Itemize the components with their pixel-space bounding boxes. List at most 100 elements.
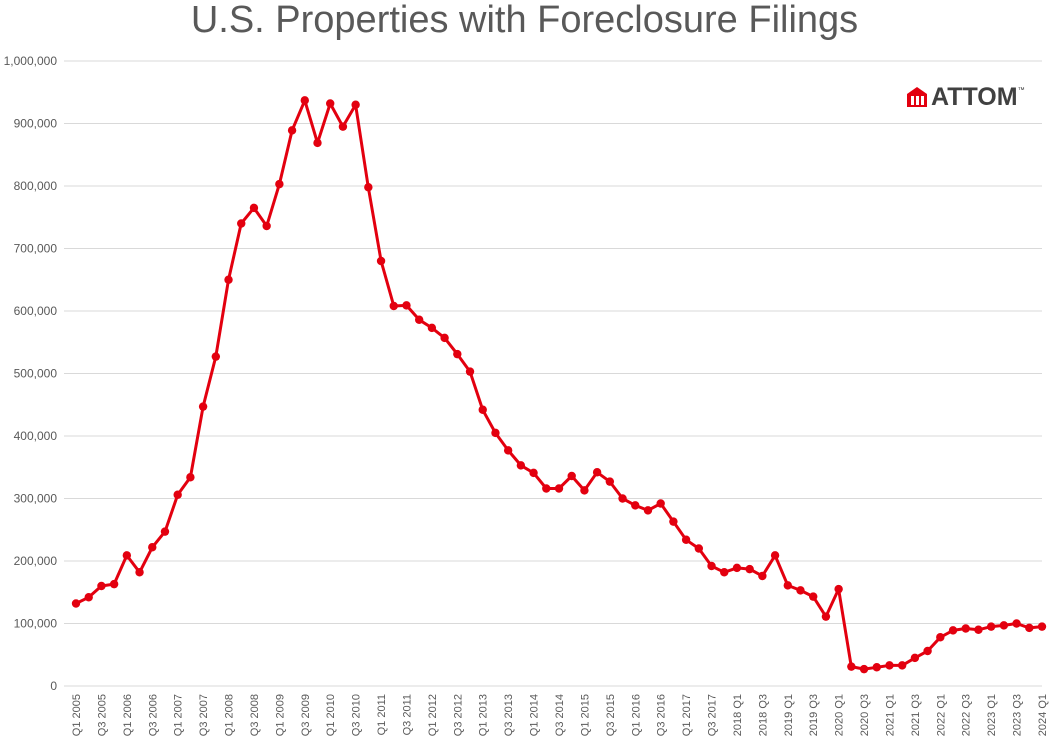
- data-point: [465, 367, 475, 376]
- data-point: [758, 571, 767, 581]
- data-point: [936, 633, 945, 642]
- data-point: [669, 517, 678, 526]
- x-tick-label: Q3 2013: [503, 694, 515, 736]
- data-point: [783, 581, 792, 590]
- data-point: [173, 490, 182, 499]
- data-point: [300, 96, 309, 105]
- data-point: [211, 352, 221, 361]
- chart-title: U.S. Properties with Foreclosure Filings: [190, 0, 859, 41]
- data-point: [720, 568, 729, 577]
- x-tick-label: Q1 2015: [579, 694, 591, 736]
- data-point: [910, 653, 920, 663]
- data-point: [453, 349, 462, 359]
- data-point: [237, 219, 246, 228]
- x-tick-label: Q3 2016: [656, 694, 668, 736]
- data-point: [986, 622, 996, 631]
- x-tick-label: 2018 Q1: [732, 694, 744, 736]
- data-point: [592, 468, 602, 477]
- data-point: [885, 661, 894, 670]
- x-tick-label: Q3 2010: [351, 694, 363, 736]
- data-point: [580, 486, 589, 495]
- data-point: [313, 138, 322, 148]
- data-point: [186, 473, 195, 482]
- attom-house-icon: [907, 87, 927, 107]
- x-tick-label: Q1 2013: [478, 694, 490, 736]
- data-point: [809, 592, 818, 601]
- gridlines: [64, 60, 1042, 687]
- data-point: [1012, 619, 1021, 628]
- x-tick-label: Q3 2009: [300, 694, 312, 736]
- data-point: [872, 663, 881, 672]
- data-point: [961, 624, 970, 633]
- y-axis: 0 100,000 200,000 300,000 400,000 500,000 600,…: [4, 54, 58, 693]
- data-point: [364, 183, 373, 192]
- x-tick-label: 2022 Q3: [961, 694, 973, 736]
- data-point: [567, 471, 576, 481]
- data-point: [796, 586, 805, 595]
- data-point: [656, 499, 665, 508]
- y-tick-label: 800,000: [14, 179, 58, 193]
- x-tick-label: 2020 Q1: [834, 694, 846, 736]
- data-point: [1025, 623, 1034, 633]
- data-point: [122, 551, 132, 560]
- data-point: [478, 405, 487, 414]
- x-tick-label: Q1 2016: [630, 694, 642, 736]
- data-point: [542, 484, 551, 493]
- x-tick-label: 2018 Q3: [757, 694, 769, 736]
- data-point: [71, 599, 81, 608]
- data-point: [503, 446, 513, 455]
- y-tick-label: 200,000: [14, 554, 58, 568]
- logo-trademark: ™: [1017, 87, 1025, 94]
- x-axis: Q1 2005 Q3 2005 Q1 2006 Q3 2006 Q1 2007 Q3 20…: [71, 694, 1049, 736]
- data-point: [160, 527, 170, 536]
- data-point: [427, 323, 437, 333]
- data-point: [859, 664, 869, 674]
- y-tick-label: 1,000,000: [4, 54, 58, 68]
- data-point: [275, 179, 284, 189]
- x-tick-label: Q3 2011: [401, 694, 413, 735]
- logo-wordmark: ATTOM: [931, 82, 1018, 111]
- x-tick-label: Q1 2008: [224, 694, 236, 736]
- data-point: [732, 563, 742, 573]
- x-tick-label: 2022 Q1: [935, 694, 947, 736]
- x-tick-label: Q3 2006: [147, 694, 159, 736]
- y-tick-label: 900,000: [14, 117, 58, 131]
- data-point: [745, 564, 754, 574]
- x-tick-label: Q1 2012: [427, 694, 439, 736]
- data-point: [249, 203, 259, 213]
- data-point: [351, 100, 360, 109]
- data-point: [516, 461, 526, 470]
- data-point: [681, 535, 691, 544]
- data-point: [529, 468, 538, 478]
- x-tick-label: Q3 2005: [96, 694, 108, 736]
- x-tick-label: Q1 2006: [122, 694, 134, 736]
- y-tick-label: 400,000: [14, 429, 58, 443]
- data-point: [618, 494, 627, 503]
- y-tick-label: 100,000: [14, 617, 58, 631]
- data-point: [694, 544, 704, 553]
- data-point: [491, 428, 500, 438]
- x-tick-label: 2023 Q1: [986, 694, 998, 736]
- data-point: [414, 315, 424, 324]
- x-tick-label: 2019 Q1: [783, 694, 795, 736]
- x-tick-label: Q1 2007: [173, 694, 185, 736]
- data-point: [770, 551, 780, 560]
- x-tick-label: 2021 Q3: [910, 694, 922, 736]
- x-tick-label: 2020 Q3: [859, 694, 871, 736]
- data-point: [999, 621, 1009, 630]
- x-tick-label: 2019 Q3: [808, 694, 820, 736]
- data-point: [605, 477, 615, 486]
- series-foreclosure-filings: [71, 96, 1047, 674]
- x-tick-label: Q1 2017: [681, 694, 693, 736]
- x-tick-label: Q3 2008: [249, 694, 261, 736]
- data-point: [389, 301, 398, 311]
- data-point: [974, 625, 983, 634]
- data-point: [847, 662, 856, 671]
- data-point: [135, 568, 144, 577]
- data-point: [376, 256, 386, 266]
- x-tick-label: Q1 2014: [529, 694, 541, 736]
- x-tick-label: 2024 Q1: [1037, 694, 1049, 736]
- x-tick-label: Q3 2014: [554, 694, 566, 736]
- x-tick-label: Q1 2009: [274, 694, 286, 736]
